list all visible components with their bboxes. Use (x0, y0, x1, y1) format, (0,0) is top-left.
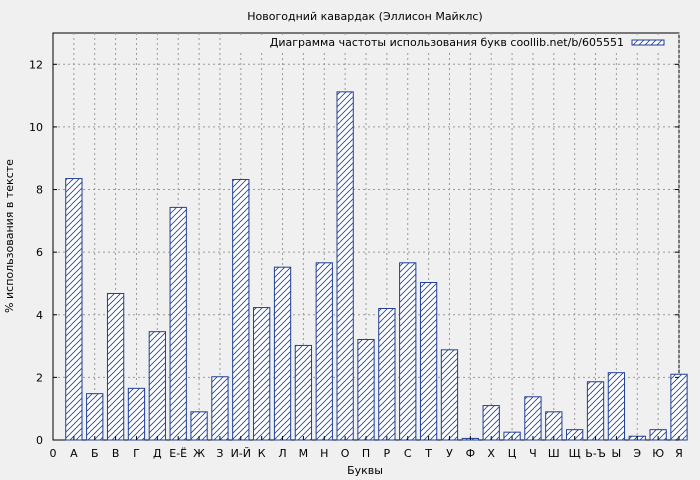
bar-Т (419, 282, 438, 441)
x-tick-label: Ф (466, 447, 475, 460)
x-axis-label: Буквы (347, 464, 383, 477)
bar-Д (148, 331, 166, 441)
x-tick-label: Ц (508, 447, 517, 460)
x-axis-ticks: 0 А Б В Г Д Е-Ё Ж З И-Й К Л М Н О П Р С Т У Ф Х Ц Ч Ш Щ Ь-Ъ Ы Э Ю Я (50, 436, 683, 460)
x-tick-label: Э (633, 447, 641, 460)
x-tick-label: З (216, 447, 223, 460)
x-tick-label: Ь-Ъ (585, 447, 606, 460)
x-tick-label: Щ (569, 447, 581, 460)
bar-П (357, 339, 375, 441)
y-axis-label: % использования в тексте (3, 159, 16, 313)
x-tick-label: У (446, 447, 453, 460)
bar-Ч (524, 396, 542, 441)
bar-Ы (607, 372, 626, 441)
bar-К (253, 307, 271, 441)
bar-Р (378, 308, 396, 441)
bar-А (65, 178, 83, 441)
x-tick-label: Ж (193, 447, 205, 460)
bar-Ь-Ъ (586, 381, 605, 441)
x-tick-label: К (258, 447, 266, 460)
bars (65, 91, 688, 441)
x-tick-label: Н (320, 447, 328, 460)
x-tick-label: С (404, 447, 412, 460)
x-tick-label: Х (487, 447, 495, 460)
x-tick-label: Ш (548, 447, 560, 460)
x-tick-label: Д (153, 447, 162, 460)
bar-М (294, 344, 313, 441)
chart-title: Новогодний кавардак (Эллисон Майклс) (247, 10, 482, 23)
x-tick-label: Ч (529, 447, 537, 460)
bar-З (211, 376, 229, 441)
legend-background (240, 35, 676, 51)
x-tick-label: Л (278, 447, 286, 460)
x-tick-label: Т (424, 447, 432, 460)
y-tick-label: 4 (36, 309, 43, 322)
x-tick-label: М (299, 447, 309, 460)
bar-Ш (545, 411, 563, 441)
x-tick-label: В (112, 447, 120, 460)
bar-Л (273, 266, 292, 441)
bar-Г (127, 387, 146, 441)
x-tick-label: Б (91, 447, 99, 460)
bar-И-Й (232, 179, 250, 441)
x-tick-label: О (341, 447, 350, 460)
x-tick-label-start: 0 (50, 447, 57, 460)
bar-С (399, 262, 417, 441)
bar-Х (482, 405, 500, 441)
bar-Ж (190, 411, 208, 441)
y-tick-label: 2 (36, 371, 43, 384)
y-tick-label: 0 (36, 434, 43, 447)
y-tick-label: 12 (29, 58, 43, 71)
y-tick-label: 6 (36, 246, 43, 259)
x-tick-label: Ю (652, 447, 664, 460)
x-tick-label: Е-Ё (169, 447, 187, 460)
y-tick-label: 8 (36, 184, 43, 197)
x-tick-label: И-Й (231, 447, 251, 460)
bar-Н (315, 262, 333, 441)
legend: Диаграмма частоты использования букв coo… (240, 35, 676, 51)
grid (53, 33, 680, 440)
legend-label: Диаграмма частоты использования букв coo… (270, 36, 624, 49)
y-axis-ticks: 0 2 4 6 8 10 12 (29, 58, 679, 447)
legend-swatch (631, 39, 665, 46)
bar-Я (670, 373, 688, 441)
bar-У (440, 349, 459, 441)
bar-В (106, 292, 125, 441)
y-tick-label: 10 (29, 121, 43, 134)
bar-Е-Ё (169, 206, 187, 441)
x-tick-label: Г (133, 447, 140, 460)
x-tick-label: П (362, 447, 370, 460)
bar-О (336, 91, 354, 441)
x-tick-label: Ы (612, 447, 622, 460)
x-tick-label: Я (675, 447, 683, 460)
bar-Б (86, 393, 104, 441)
x-tick-label: Р (384, 447, 391, 460)
x-tick-label: А (70, 447, 78, 460)
